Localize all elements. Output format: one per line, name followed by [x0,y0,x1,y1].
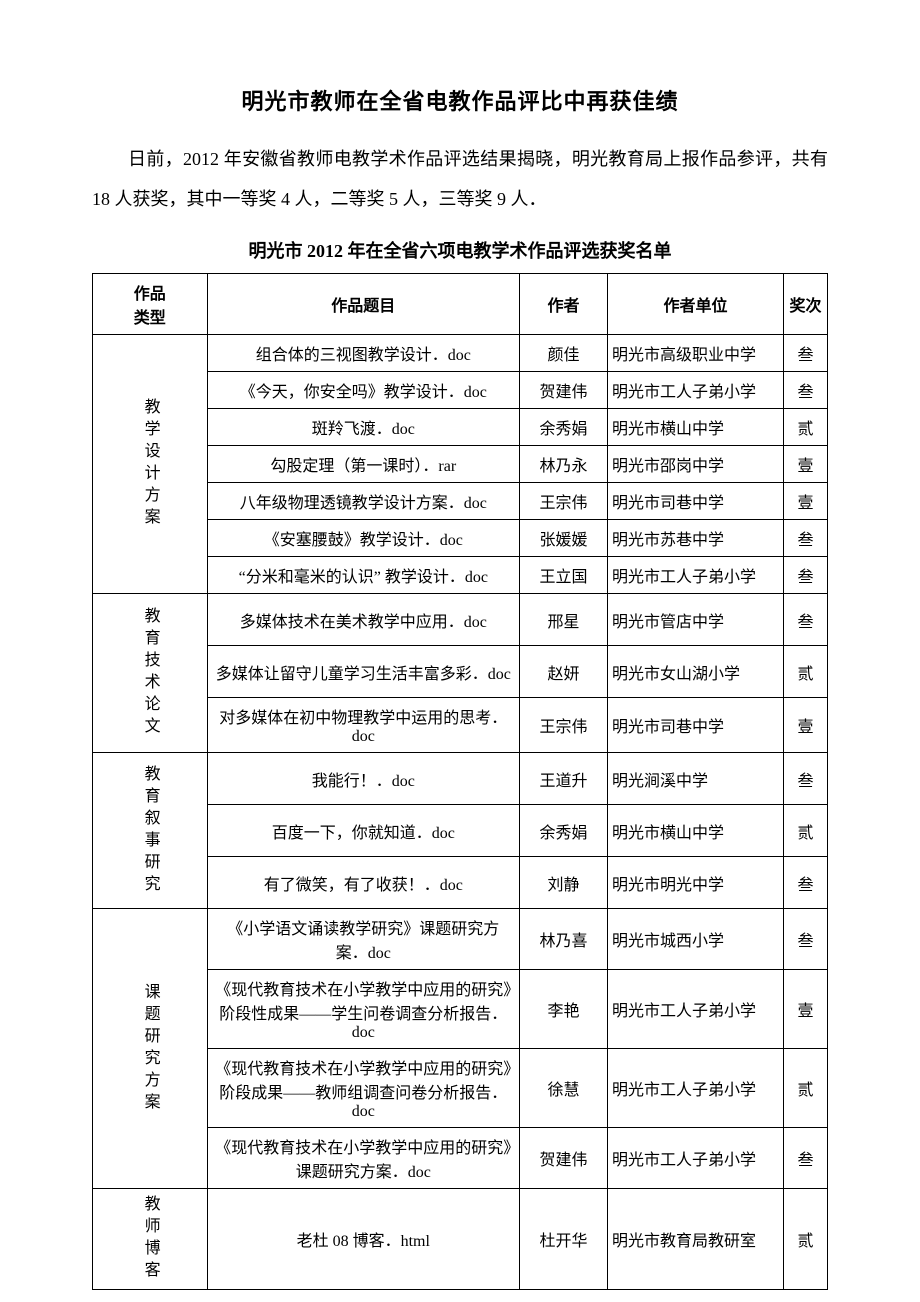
prize: 叁 [784,335,828,372]
prize: 贰 [784,646,828,698]
unit: 明光市工人子弟小学 [608,970,784,1049]
prize: 叁 [784,594,828,646]
work-title: “分米和毫米的认识” 教学设计．doc [207,557,519,594]
work-title: 斑羚飞渡．doc [207,409,519,446]
prize: 叁 [784,857,828,909]
unit: 明光市工人子弟小学 [608,372,784,409]
work-title: 有了微笑，有了收获！．doc [207,857,519,909]
prize: 贰 [784,1049,828,1128]
work-title: 对多媒体在初中物理教学中运用的思考．doc [207,698,519,753]
prize: 壹 [784,446,828,483]
prize: 壹 [784,698,828,753]
author: 林乃喜 [520,909,608,970]
prize: 贰 [784,1189,828,1290]
work-title: 勾股定理（第一课时）．rar [207,446,519,483]
author: 杜开华 [520,1189,608,1290]
header-title: 作品题目 [207,274,519,335]
work-title: 《今天，你安全吗》教学设计．doc [207,372,519,409]
author: 王立国 [520,557,608,594]
prize: 叁 [784,372,828,409]
unit: 明光市城西小学 [608,909,784,970]
work-title: 多媒体让留守儿童学习生活丰富多彩．doc [207,646,519,698]
header-unit: 作者单位 [608,274,784,335]
header-type: 作品 类型 [93,274,208,335]
author: 李艳 [520,970,608,1049]
prize: 叁 [784,753,828,805]
unit: 明光市高级职业中学 [608,335,784,372]
header-author: 作者 [520,274,608,335]
unit: 明光市横山中学 [608,805,784,857]
author: 贺建伟 [520,372,608,409]
unit: 明光市工人子弟小学 [608,1128,784,1189]
author: 刘静 [520,857,608,909]
unit: 明光涧溪中学 [608,753,784,805]
work-title: 我能行！．doc [207,753,519,805]
work-title: 《安塞腰鼓》教学设计．doc [207,520,519,557]
table-row: 教育叙事研究我能行！．doc王道升明光涧溪中学叁 [93,753,828,805]
category-cell: 教育技术论文 [93,594,208,753]
prize: 叁 [784,1128,828,1189]
work-title: 八年级物理透镜教学设计方案．doc [207,483,519,520]
work-title: 老杜 08 博客．html [207,1189,519,1290]
work-title: 百度一下，你就知道．doc [207,805,519,857]
prize: 叁 [784,909,828,970]
prize: 叁 [784,557,828,594]
prize: 壹 [784,970,828,1049]
intro-paragraph: 日前，2012 年安徽省教师电教学术作品评选结果揭晓，明光教育局上报作品参评，共… [92,140,828,219]
category-cell: 教学设计方案 [93,335,208,594]
table-row: 课题研究方案《小学语文诵读教学研究》课题研究方案．doc林乃喜明光市城西小学叁 [93,909,828,970]
prize: 贰 [784,805,828,857]
work-title: 组合体的三视图教学设计．doc [207,335,519,372]
unit: 明光市管店中学 [608,594,784,646]
work-title: 《现代教育技术在小学教学中应用的研究》阶段性成果——学生问卷调查分析报告．doc [207,970,519,1049]
category-cell: 课题研究方案 [93,909,208,1189]
header-prize: 奖次 [784,274,828,335]
table-row: 教学设计方案组合体的三视图教学设计．doc颜佳明光市高级职业中学叁 [93,335,828,372]
unit: 明光市司巷中学 [608,483,784,520]
author: 徐慧 [520,1049,608,1128]
author: 王宗伟 [520,483,608,520]
author: 王道升 [520,753,608,805]
unit: 明光市明光中学 [608,857,784,909]
table-caption: 明光市 2012 年在全省六项电教学术作品评选获奖名单 [92,237,828,263]
work-title: 《现代教育技术在小学教学中应用的研究》课题研究方案．doc [207,1128,519,1189]
work-title: 《现代教育技术在小学教学中应用的研究》阶段成果——教师组调查问卷分析报告．doc [207,1049,519,1128]
author: 颜佳 [520,335,608,372]
unit: 明光市教育局教研室 [608,1189,784,1290]
category-cell: 教师博客 [93,1189,208,1290]
prize: 贰 [784,409,828,446]
unit: 明光市横山中学 [608,409,784,446]
author: 赵妍 [520,646,608,698]
author: 王宗伟 [520,698,608,753]
unit: 明光市工人子弟小学 [608,557,784,594]
unit: 明光市邵岗中学 [608,446,784,483]
prize: 壹 [784,483,828,520]
author: 余秀娟 [520,409,608,446]
unit: 明光市司巷中学 [608,698,784,753]
author: 邢星 [520,594,608,646]
unit: 明光市女山湖小学 [608,646,784,698]
work-title: 《小学语文诵读教学研究》课题研究方案．doc [207,909,519,970]
table-header-row: 作品 类型 作品题目 作者 作者单位 奖次 [93,274,828,335]
awards-table: 作品 类型 作品题目 作者 作者单位 奖次 教学设计方案组合体的三视图教学设计．… [92,273,828,1290]
author: 张媛媛 [520,520,608,557]
document-title: 明光市教师在全省电教作品评比中再获佳绩 [92,84,828,116]
author: 贺建伟 [520,1128,608,1189]
prize: 叁 [784,520,828,557]
table-row: 教师博客老杜 08 博客．html杜开华明光市教育局教研室贰 [93,1189,828,1290]
category-cell: 教育叙事研究 [93,753,208,909]
unit: 明光市工人子弟小学 [608,1049,784,1128]
unit: 明光市苏巷中学 [608,520,784,557]
author: 林乃永 [520,446,608,483]
author: 余秀娟 [520,805,608,857]
work-title: 多媒体技术在美术教学中应用．doc [207,594,519,646]
table-row: 教育技术论文多媒体技术在美术教学中应用．doc邢星明光市管店中学叁 [93,594,828,646]
